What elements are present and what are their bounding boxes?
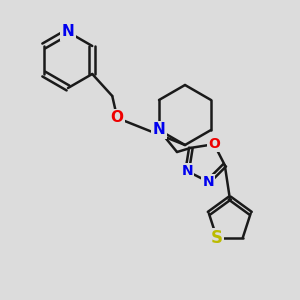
Text: S: S — [211, 229, 223, 247]
Text: N: N — [202, 175, 214, 189]
Text: N: N — [182, 164, 193, 178]
Text: O: O — [111, 110, 124, 125]
Text: O: O — [208, 137, 220, 151]
Text: N: N — [61, 25, 74, 40]
Text: N: N — [153, 122, 165, 137]
